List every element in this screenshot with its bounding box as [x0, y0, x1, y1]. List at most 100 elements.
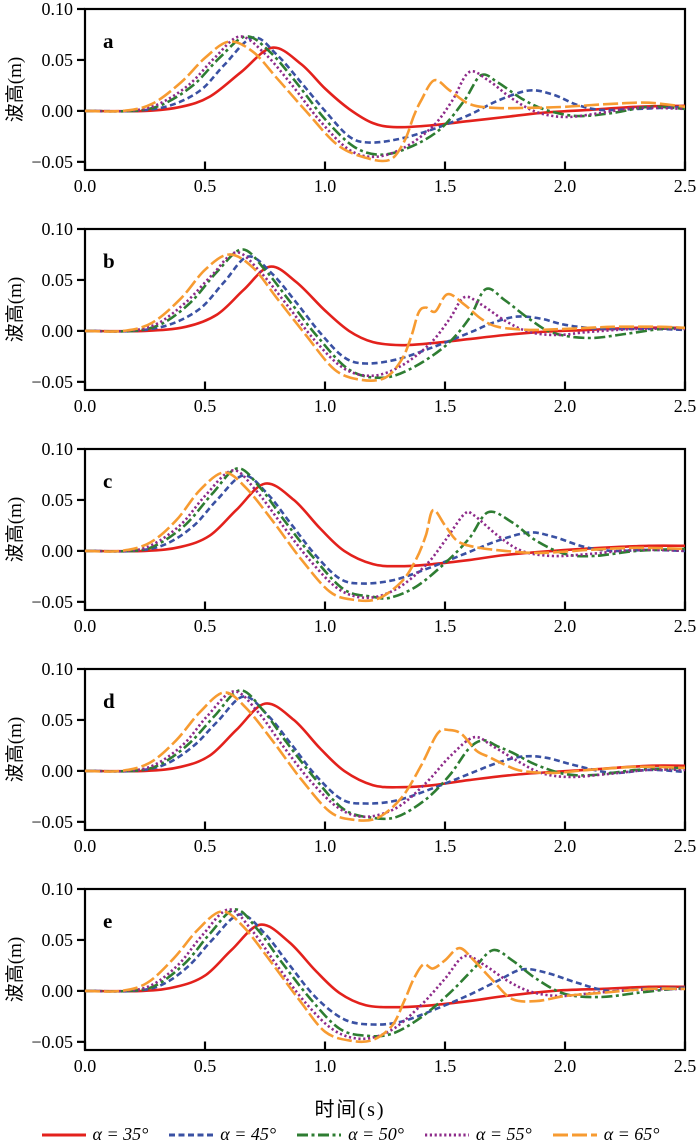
- chart-panel-b: 0.10 0.05 0.00 −0.050.0 0.5 1.0 1.5 2.0 2.5 波高(m)…: [4, 220, 697, 416]
- y-tick-label: 0.05: [42, 710, 74, 730]
- x-tick-label: 2.5: [674, 836, 697, 856]
- x-axis-title: 时间(s): [314, 1099, 386, 1121]
- x-tick-label: 1.5: [434, 836, 457, 856]
- x-tick-label: 1.5: [434, 616, 457, 636]
- series-group: [85, 35, 685, 163]
- series-group: [85, 248, 685, 382]
- plot-frame: [83, 447, 687, 612]
- chart-panel-d: 0.10 0.05 0.00 −0.050.0 0.5 1.0 1.5 2.0 2.5 波高(m)…: [4, 660, 697, 856]
- y-tick-label: 0.00: [42, 981, 74, 1001]
- series-line-alpha-50: [85, 35, 685, 157]
- y-tick-label: 0.00: [42, 541, 74, 561]
- x-tick-label: 0.5: [194, 616, 217, 636]
- panel-letter: e: [103, 909, 112, 933]
- x-tick-label: 2.5: [674, 176, 697, 196]
- y-tick-label: 0.00: [42, 321, 74, 341]
- y-tick-label: 0.05: [42, 270, 74, 290]
- y-tick-label: 0.10: [42, 220, 74, 239]
- x-tick-label: 1.0: [314, 396, 337, 416]
- x-tick-label: 0.0: [74, 836, 97, 856]
- legend-line-sample-alpha-50: [297, 1133, 342, 1136]
- chart-panel-a: 0.10 0.05 0.00 −0.050.0 0.5 1.0 1.5 2.0 2.5 波高(m)…: [4, 0, 697, 196]
- x-tick-label: 2.5: [674, 396, 697, 416]
- y-axis-title: 波高(m): [4, 277, 26, 342]
- series-group: [85, 689, 685, 822]
- series-line-alpha-55: [85, 690, 685, 819]
- x-tick-label: 0.0: [74, 616, 97, 636]
- series-line-alpha-45: [85, 695, 685, 805]
- y-axis-title: 波高(m): [4, 57, 26, 122]
- y-tick-label: 0.10: [42, 880, 74, 899]
- x-tick-label: 2.0: [554, 176, 577, 196]
- legend-item-alpha-55: α = 55°: [424, 1124, 532, 1145]
- x-tick-label: 1.0: [314, 616, 337, 636]
- legend-label-alpha-55: α = 55°: [475, 1124, 532, 1144]
- legend-item-alpha-65: α = 65°: [552, 1124, 660, 1145]
- x-tick-label: 0.5: [194, 176, 217, 196]
- legend-line-sample-alpha-45: [169, 1133, 214, 1136]
- x-tick-label: 1.5: [434, 176, 457, 196]
- y-axis-title: 波高(m): [4, 497, 26, 562]
- series-line-alpha-65: [85, 471, 685, 603]
- legend-label-alpha-35: α = 35°: [92, 1124, 149, 1144]
- series-line-alpha-45: [85, 474, 685, 585]
- x-tick-label: 0.5: [194, 396, 217, 416]
- y-axis-title: 波高(m): [4, 717, 26, 782]
- series-line-alpha-50: [85, 908, 685, 1038]
- y-tick-label: 0.10: [42, 440, 74, 459]
- legend-item-alpha-35: α = 35°: [41, 1124, 149, 1145]
- series-line-alpha-50: [85, 467, 685, 600]
- series-line-alpha-65: [85, 910, 685, 1044]
- panel-letter: b: [103, 249, 115, 273]
- series-line-alpha-35: [85, 923, 685, 1009]
- chart-panel-e: 0.10 0.05 0.00 −0.050.0 0.5 1.0 1.5 2.0 2.5 波高(m)…: [4, 880, 697, 1076]
- x-tick-label: 0.0: [74, 176, 97, 196]
- legend-item-alpha-45: α = 45°: [168, 1124, 276, 1145]
- x-tick-label: 2.5: [674, 1056, 697, 1076]
- x-tick-label: 0.5: [194, 836, 217, 856]
- series-group: [85, 908, 685, 1044]
- series-group: [85, 467, 685, 603]
- x-tick-label: 0.5: [194, 1056, 217, 1076]
- y-tick-label: −0.05: [31, 1032, 73, 1052]
- series-line-alpha-35: [85, 265, 685, 347]
- y-tick-label: −0.05: [31, 152, 73, 172]
- y-tick-label: −0.05: [31, 592, 73, 612]
- chart-legend: α = 35° α = 45° α = 50° α = 55° α = 65°: [0, 1122, 700, 1147]
- x-tick-label: 1.5: [434, 396, 457, 416]
- series-line-alpha-35: [85, 46, 685, 129]
- x-tick-label: 0.0: [74, 1056, 97, 1076]
- x-tick-label: 1.0: [314, 836, 337, 856]
- plot-frame: [83, 887, 687, 1052]
- x-tick-label: 1.0: [314, 176, 337, 196]
- series-line-alpha-35: [85, 482, 685, 568]
- x-tick-label: 1.0: [314, 1056, 337, 1076]
- panel-letter: a: [103, 29, 114, 53]
- legend-line-sample-alpha-65: [552, 1133, 597, 1136]
- y-tick-label: 0.10: [42, 0, 74, 19]
- series-line-alpha-55: [85, 908, 685, 1041]
- series-line-alpha-50: [85, 689, 685, 821]
- legend-line-sample-alpha-35: [41, 1133, 86, 1136]
- legend-line-sample-alpha-55: [424, 1133, 469, 1136]
- series-line-alpha-45: [85, 36, 685, 144]
- x-tick-label: 2.0: [554, 1056, 577, 1076]
- y-tick-label: 0.10: [42, 660, 74, 679]
- legend-label-alpha-50: α = 50°: [348, 1124, 404, 1144]
- chart-panels: 0.10 0.05 0.00 −0.05 0.0 0.5 1.0 1.5 2.0 2.5 波高(m)…: [4, 0, 697, 1076]
- y-tick-label: 0.00: [42, 101, 74, 121]
- series-line-alpha-45: [85, 913, 685, 1026]
- panel-letter: d: [103, 689, 115, 713]
- chart-panel-c: 0.10 0.05 0.00 −0.050.0 0.5 1.0 1.5 2.0 2.5 波高(m)…: [4, 440, 697, 636]
- x-tick-label: 2.5: [674, 616, 697, 636]
- y-tick-label: −0.05: [31, 372, 73, 392]
- y-tick-label: −0.05: [31, 812, 73, 832]
- plot-frame: [83, 667, 687, 832]
- legend-item-alpha-50: α = 50°: [296, 1124, 404, 1145]
- series-line-alpha-45: [85, 255, 685, 365]
- y-tick-label: 0.05: [42, 50, 74, 70]
- panel-letter: c: [103, 469, 112, 493]
- legend-label-alpha-65: α = 65°: [603, 1124, 660, 1144]
- series-line-alpha-65: [85, 253, 685, 382]
